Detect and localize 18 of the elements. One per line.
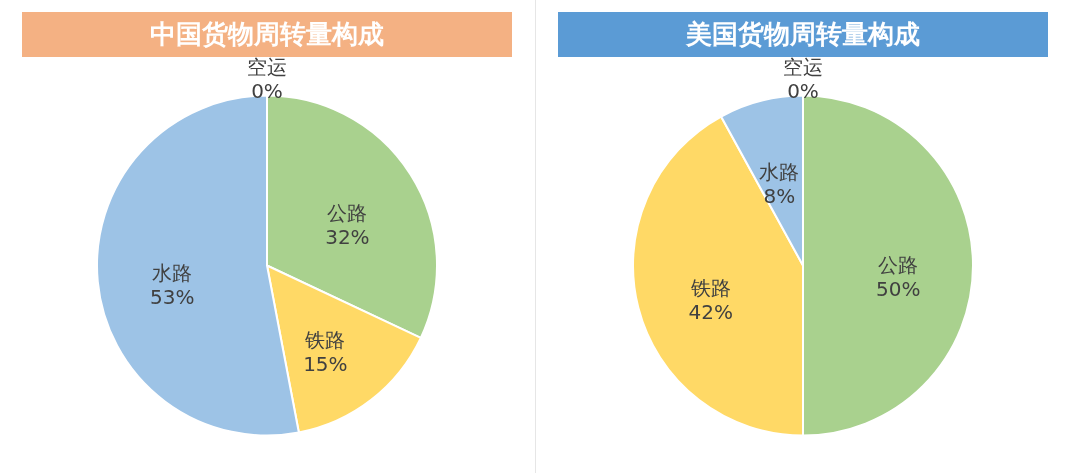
slice-label: 水路: [759, 160, 800, 185]
slice-label: 铁路: [304, 327, 346, 352]
slice-label: 公路: [327, 201, 368, 226]
slice-label: 铁路: [689, 276, 731, 301]
chart-title: 中国货物周转量构成: [150, 19, 385, 49]
text: 0%: [786, 78, 819, 103]
data-label: 53%: [150, 285, 195, 310]
slice-label: 公路: [877, 252, 918, 277]
category-label: 空运: [782, 54, 823, 79]
text: 0%: [251, 78, 284, 103]
data-label: 42%: [688, 300, 733, 325]
data-label: 15%: [303, 351, 348, 376]
data-label: 8%: [763, 184, 795, 209]
data-label: 32%: [325, 225, 370, 250]
slice-label: 水路: [152, 261, 193, 286]
data-label: 50%: [875, 276, 921, 301]
category-label: 空运: [247, 54, 288, 79]
chart-title: 美国货物周转量构成: [685, 19, 920, 49]
